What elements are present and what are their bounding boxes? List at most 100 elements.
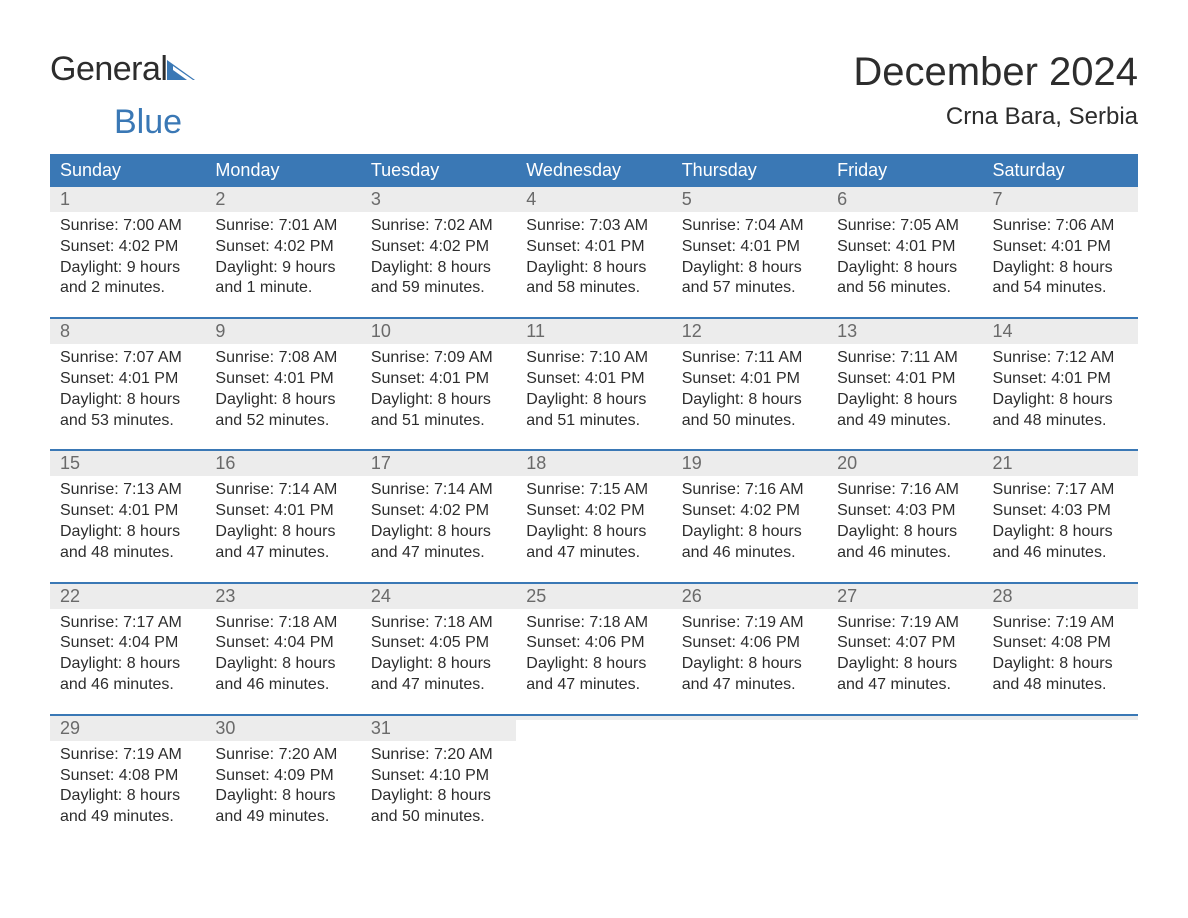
day-number-row: 23	[205, 584, 360, 609]
day-body: Sunrise: 7:18 AMSunset: 4:05 PMDaylight:…	[361, 609, 516, 696]
day-cell: 22Sunrise: 7:17 AMSunset: 4:04 PMDayligh…	[50, 584, 205, 696]
day-line-d2: and 46 minutes.	[837, 543, 972, 564]
day-body: Sunrise: 7:10 AMSunset: 4:01 PMDaylight:…	[516, 344, 671, 431]
day-line-d1: Daylight: 8 hours	[215, 654, 350, 675]
day-header-row: Sunday Monday Tuesday Wednesday Thursday…	[50, 154, 1138, 187]
day-number-row: 13	[827, 319, 982, 344]
day-line-d2: and 57 minutes.	[682, 278, 817, 299]
day-line-sunrise: Sunrise: 7:02 AM	[371, 216, 506, 237]
day-line-sunrise: Sunrise: 7:15 AM	[526, 480, 661, 501]
day-line-sunrise: Sunrise: 7:19 AM	[682, 613, 817, 634]
day-line-d2: and 47 minutes.	[837, 675, 972, 696]
day-header: Thursday	[672, 154, 827, 187]
day-line-d1: Daylight: 8 hours	[526, 258, 661, 279]
day-body: Sunrise: 7:16 AMSunset: 4:03 PMDaylight:…	[827, 476, 982, 563]
day-line-d1: Daylight: 8 hours	[526, 390, 661, 411]
weeks-container: 1Sunrise: 7:00 AMSunset: 4:02 PMDaylight…	[50, 187, 1138, 828]
day-line-d2: and 48 minutes.	[993, 411, 1128, 432]
day-cell: 25Sunrise: 7:18 AMSunset: 4:06 PMDayligh…	[516, 584, 671, 696]
day-number-row: 12	[672, 319, 827, 344]
day-line-d2: and 51 minutes.	[526, 411, 661, 432]
day-line-sunset: Sunset: 4:06 PM	[682, 633, 817, 654]
day-cell	[516, 716, 671, 828]
day-line-d2: and 50 minutes.	[682, 411, 817, 432]
day-number: 3	[361, 187, 516, 212]
day-line-d1: Daylight: 8 hours	[371, 522, 506, 543]
day-line-sunset: Sunset: 4:07 PM	[837, 633, 972, 654]
day-line-d2: and 47 minutes.	[526, 675, 661, 696]
day-number-row: 2	[205, 187, 360, 212]
day-cell: 16Sunrise: 7:14 AMSunset: 4:01 PMDayligh…	[205, 451, 360, 563]
day-number-row: 1	[50, 187, 205, 212]
day-line-sunrise: Sunrise: 7:19 AM	[837, 613, 972, 634]
month-title: December 2024	[853, 50, 1138, 95]
day-line-sunrise: Sunrise: 7:12 AM	[993, 348, 1128, 369]
day-number: 5	[672, 187, 827, 212]
day-body: Sunrise: 7:08 AMSunset: 4:01 PMDaylight:…	[205, 344, 360, 431]
title-block: December 2024 Crna Bara, Serbia	[853, 50, 1138, 131]
day-line-sunrise: Sunrise: 7:17 AM	[60, 613, 195, 634]
day-header: Friday	[827, 154, 982, 187]
day-line-sunset: Sunset: 4:02 PM	[60, 237, 195, 258]
day-line-d2: and 46 minutes.	[215, 675, 350, 696]
day-number-row: 20	[827, 451, 982, 476]
day-body: Sunrise: 7:00 AMSunset: 4:02 PMDaylight:…	[50, 212, 205, 299]
day-line-sunrise: Sunrise: 7:16 AM	[682, 480, 817, 501]
day-body: Sunrise: 7:14 AMSunset: 4:02 PMDaylight:…	[361, 476, 516, 563]
day-number-row: 17	[361, 451, 516, 476]
day-line-d1: Daylight: 8 hours	[371, 390, 506, 411]
day-number: 25	[516, 584, 671, 609]
day-body: Sunrise: 7:07 AMSunset: 4:01 PMDaylight:…	[50, 344, 205, 431]
day-line-d2: and 2 minutes.	[60, 278, 195, 299]
day-line-d2: and 46 minutes.	[993, 543, 1128, 564]
day-number: 12	[672, 319, 827, 344]
day-number-row: 16	[205, 451, 360, 476]
day-line-d2: and 1 minute.	[215, 278, 350, 299]
day-line-d1: Daylight: 8 hours	[371, 654, 506, 675]
day-cell: 1Sunrise: 7:00 AMSunset: 4:02 PMDaylight…	[50, 187, 205, 299]
day-cell: 5Sunrise: 7:04 AMSunset: 4:01 PMDaylight…	[672, 187, 827, 299]
day-line-sunset: Sunset: 4:02 PM	[371, 501, 506, 522]
day-header: Sunday	[50, 154, 205, 187]
day-number: 31	[361, 716, 516, 741]
day-line-d2: and 47 minutes.	[215, 543, 350, 564]
day-line-sunrise: Sunrise: 7:17 AM	[993, 480, 1128, 501]
day-body: Sunrise: 7:14 AMSunset: 4:01 PMDaylight:…	[205, 476, 360, 563]
day-number-row: 10	[361, 319, 516, 344]
day-cell: 30Sunrise: 7:20 AMSunset: 4:09 PMDayligh…	[205, 716, 360, 828]
day-number: 24	[361, 584, 516, 609]
day-line-d1: Daylight: 8 hours	[215, 522, 350, 543]
day-body: Sunrise: 7:12 AMSunset: 4:01 PMDaylight:…	[983, 344, 1138, 431]
day-line-d1: Daylight: 8 hours	[526, 654, 661, 675]
day-cell: 20Sunrise: 7:16 AMSunset: 4:03 PMDayligh…	[827, 451, 982, 563]
day-line-d2: and 58 minutes.	[526, 278, 661, 299]
day-number-row: 21	[983, 451, 1138, 476]
day-line-d1: Daylight: 8 hours	[837, 258, 972, 279]
day-body: Sunrise: 7:20 AMSunset: 4:10 PMDaylight:…	[361, 741, 516, 828]
day-line-d2: and 48 minutes.	[993, 675, 1128, 696]
day-number: 13	[827, 319, 982, 344]
day-line-sunset: Sunset: 4:01 PM	[371, 369, 506, 390]
day-number-row: 22	[50, 584, 205, 609]
day-number: 10	[361, 319, 516, 344]
day-line-d1: Daylight: 8 hours	[682, 390, 817, 411]
day-number: 19	[672, 451, 827, 476]
day-body: Sunrise: 7:11 AMSunset: 4:01 PMDaylight:…	[827, 344, 982, 431]
day-cell: 19Sunrise: 7:16 AMSunset: 4:02 PMDayligh…	[672, 451, 827, 563]
day-cell: 8Sunrise: 7:07 AMSunset: 4:01 PMDaylight…	[50, 319, 205, 431]
day-number-row: 28	[983, 584, 1138, 609]
day-number: 27	[827, 584, 982, 609]
day-cell: 12Sunrise: 7:11 AMSunset: 4:01 PMDayligh…	[672, 319, 827, 431]
day-line-sunset: Sunset: 4:01 PM	[993, 369, 1128, 390]
day-cell: 28Sunrise: 7:19 AMSunset: 4:08 PMDayligh…	[983, 584, 1138, 696]
day-body: Sunrise: 7:16 AMSunset: 4:02 PMDaylight:…	[672, 476, 827, 563]
week-row: 1Sunrise: 7:00 AMSunset: 4:02 PMDaylight…	[50, 187, 1138, 299]
day-number: 4	[516, 187, 671, 212]
day-body: Sunrise: 7:19 AMSunset: 4:06 PMDaylight:…	[672, 609, 827, 696]
day-number: 15	[50, 451, 205, 476]
day-line-sunset: Sunset: 4:01 PM	[215, 501, 350, 522]
day-line-sunset: Sunset: 4:01 PM	[526, 237, 661, 258]
day-line-d2: and 52 minutes.	[215, 411, 350, 432]
day-body: Sunrise: 7:19 AMSunset: 4:08 PMDaylight:…	[983, 609, 1138, 696]
day-number: 7	[983, 187, 1138, 212]
